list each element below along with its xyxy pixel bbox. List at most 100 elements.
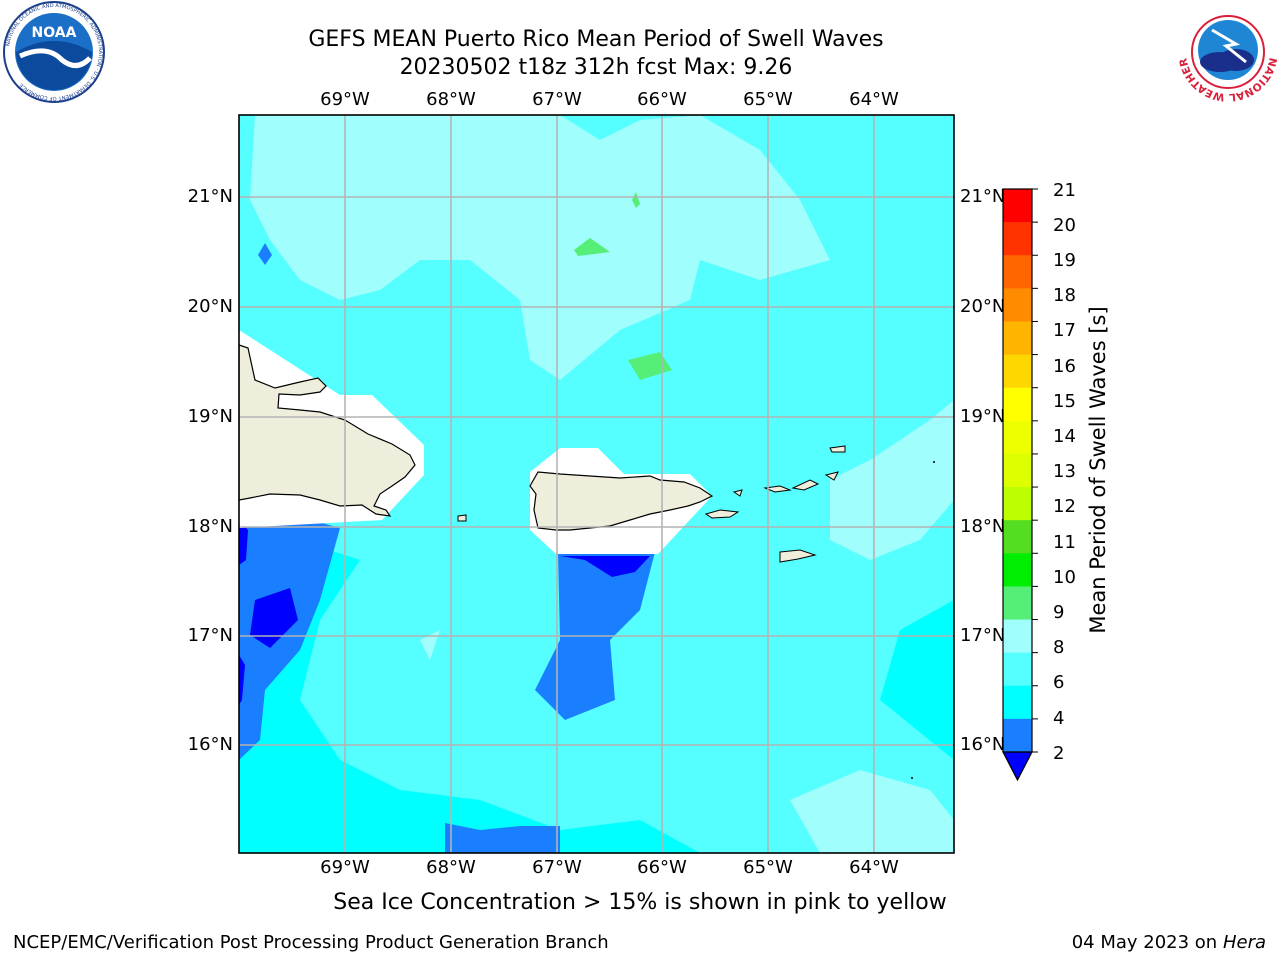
lon-label-top-68: 68°W: [426, 89, 476, 110]
colorbar-segment: [1003, 619, 1032, 654]
colorbar-tick-8: 8: [1053, 637, 1065, 658]
colorbar: [1002, 188, 1038, 782]
nws-logo: NATIONAL WEATHER SERVICE: [1176, 0, 1279, 103]
colorbar-tick-16: 16: [1053, 356, 1076, 377]
land-mona: [457, 514, 467, 522]
date-text: 04 May 2023 on: [1071, 932, 1218, 953]
land-virgin-gorda: [824, 471, 839, 481]
colorbar-tick-2: 2: [1053, 743, 1065, 764]
lon-label-bottom-66: 66°W: [637, 857, 687, 878]
land-st-thomas: [763, 485, 792, 493]
lat-label-left-18: 18°N: [187, 516, 233, 537]
colorbar-segment: [1003, 586, 1032, 621]
contour-lt-2-edge: [239, 520, 248, 565]
noaa-logo-text: NOAA: [32, 25, 77, 41]
lat-label-right-19: 19°N: [960, 406, 1006, 427]
colorbar-segment: [1003, 255, 1032, 289]
lat-label-right-16: 16°N: [960, 734, 1006, 755]
lon-label-top-66: 66°W: [637, 89, 687, 110]
colorbar-tick-6: 6: [1053, 672, 1065, 693]
colorbar-tick-12: 12: [1053, 496, 1076, 517]
contour-lt-2-south-pr: [560, 556, 650, 577]
lon-label-top-69: 69°W: [320, 89, 370, 110]
land-vieques: [704, 509, 740, 519]
map-frame: [238, 114, 955, 854]
land-culebra: [732, 489, 743, 497]
colorbar-segment: [1003, 487, 1032, 521]
colorbar-segment: [1003, 222, 1032, 256]
colorbar-frame: [1002, 188, 1033, 753]
colorbar-tick-4: 4: [1053, 708, 1065, 729]
colorbar-label: Mean Period of Swell Waves [s]: [1086, 306, 1110, 634]
colorbar-segment: [1003, 718, 1032, 753]
land-anegada: [829, 445, 846, 453]
noaa-logo: NOAA NATIONAL OCEANIC AND ATMOSPHERIC AD…: [3, 1, 105, 103]
colorbar-segment: [1003, 321, 1032, 356]
lon-label-bottom-65: 65°W: [743, 857, 793, 878]
contour-lt-2-west: [250, 588, 298, 648]
lon-label-bottom-67: 67°W: [532, 857, 582, 878]
colorbar-tick-14: 14: [1053, 426, 1076, 447]
colorbar-tick-19: 19: [1053, 250, 1076, 271]
lon-label-bottom-69: 69°W: [320, 857, 370, 878]
contour-9-10: [628, 352, 672, 380]
contour-2-4-spot: [258, 243, 272, 265]
contour-8-9-patch: [420, 630, 440, 660]
colorbar-tick-21: 21: [1053, 180, 1076, 201]
colorbar-tick-18: 18: [1053, 285, 1076, 306]
lat-label-left-17: 17°N: [187, 625, 233, 646]
colorbar-segment: [1003, 553, 1032, 588]
contour-2-4-west: [239, 500, 340, 760]
lon-label-top-67: 67°W: [532, 89, 582, 110]
sea-ice-note: Sea Ice Concentration > 15% is shown in …: [333, 890, 947, 915]
lat-label-right-20: 20°N: [960, 296, 1006, 317]
contour-8-9-south: [790, 770, 954, 853]
colorbar-segment: [1003, 685, 1032, 720]
colorbar-tick-11: 11: [1053, 532, 1076, 553]
date-line: 04 May 2023 on Hera: [1072, 932, 1266, 953]
contour-lt-2-edge2: [239, 655, 245, 705]
colorbar-segment: [1003, 288, 1032, 323]
map-subtitle: 20230502 t18z 312h fcst Max: 9.26: [399, 55, 793, 80]
graticule: [239, 115, 954, 853]
land-st-croix: [779, 549, 817, 563]
lat-label-left-16: 16°N: [187, 734, 233, 755]
colorbar-tick-20: 20: [1053, 215, 1076, 236]
map-panel: [239, 115, 954, 853]
lon-label-top-65: 65°W: [743, 89, 793, 110]
colorbar-extend-arrow: [1002, 751, 1033, 782]
contour-8-9-east: [830, 400, 954, 560]
land-puerto-rico: [529, 471, 714, 531]
contour-9-10b: [574, 238, 610, 256]
colorbar-segment: [1003, 652, 1032, 687]
colorbar-segment: [1003, 354, 1032, 389]
lon-label-bottom-68: 68°W: [426, 857, 476, 878]
colorbar-tick-17: 17: [1053, 320, 1076, 341]
colorbar-segment: [1003, 453, 1032, 488]
credit-line: NCEP/EMC/Verification Post Processing Pr…: [13, 932, 609, 953]
lat-label-left-19: 19°N: [187, 406, 233, 427]
host-name: Hera: [1222, 932, 1266, 953]
land-tortola: [791, 479, 820, 491]
colorbar-tick-9: 9: [1053, 602, 1065, 623]
lon-label-bottom-64: 64°W: [849, 857, 899, 878]
land-hispaniola: [239, 344, 416, 517]
lat-label-right-17: 17°N: [960, 625, 1006, 646]
colorbar-tick-13: 13: [1053, 461, 1076, 482]
lat-label-right-21: 21°N: [960, 186, 1006, 207]
colorbar-segment: [1003, 420, 1032, 455]
colorbar-segment: [1003, 387, 1032, 422]
colorbar-segment: [1003, 520, 1032, 554]
colorbar-tick-15: 15: [1053, 391, 1076, 412]
contour-2-4-bottom: [445, 823, 560, 853]
colorbar-tick-10: 10: [1053, 567, 1076, 588]
map-title: GEFS MEAN Puerto Rico Mean Period of Swe…: [308, 27, 884, 52]
contour-9-10c: [632, 192, 640, 208]
lon-label-top-64: 64°W: [849, 89, 899, 110]
lat-label-left-21: 21°N: [187, 186, 233, 207]
contour-8-9-upper: [250, 115, 830, 380]
lat-label-left-20: 20°N: [187, 296, 233, 317]
lat-label-right-18: 18°N: [960, 516, 1006, 537]
colorbar-segment: [1003, 189, 1032, 223]
